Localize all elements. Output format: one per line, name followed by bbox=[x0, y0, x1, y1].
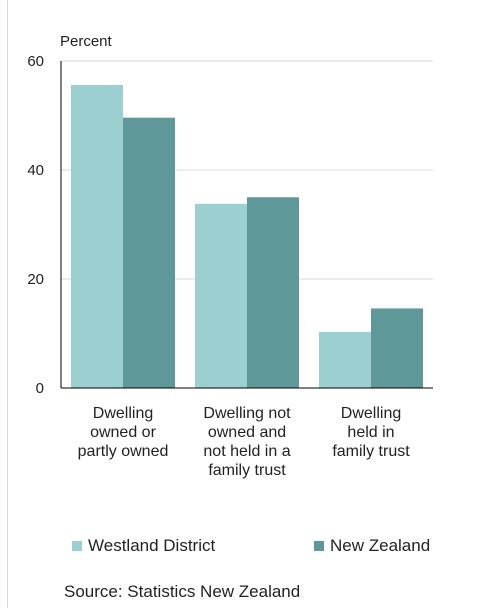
x-category-label: family trust bbox=[332, 443, 410, 460]
x-category-label: Dwelling bbox=[93, 405, 153, 422]
y-tick-labels: 0 20 40 60 bbox=[27, 53, 44, 397]
bars bbox=[71, 84, 423, 389]
legend-item-new-zealand: New Zealand bbox=[314, 536, 430, 556]
x-category-label: family trust bbox=[208, 462, 286, 479]
y-tick-label: 60 bbox=[27, 53, 44, 70]
legend-item-westland: Westland District bbox=[72, 536, 215, 556]
x-category-label: partly owned bbox=[78, 443, 169, 460]
bar-new-zealand bbox=[371, 308, 423, 388]
legend: Westland District New Zealand bbox=[72, 536, 492, 558]
x-category-label: held in bbox=[347, 424, 394, 441]
bar-westland bbox=[319, 331, 371, 388]
x-category-label: Dwelling not bbox=[203, 405, 291, 422]
x-category-label: Dwelling bbox=[341, 405, 401, 422]
bar-westland bbox=[195, 203, 247, 388]
y-tick-label: 40 bbox=[27, 162, 44, 179]
bar-new-zealand bbox=[123, 117, 175, 389]
x-category-label: owned and bbox=[208, 424, 286, 441]
y-axis-unit-label: Percent bbox=[60, 33, 113, 50]
category-labels: Dwelling owned or partly owned Dwelling not… bbox=[78, 405, 411, 479]
y-tick-label: 0 bbox=[36, 380, 44, 397]
frame-border bbox=[7, 0, 8, 608]
y-tick-label: 20 bbox=[27, 271, 44, 288]
legend-label: New Zealand bbox=[330, 536, 431, 555]
source-note: Source: Statistics New Zealand bbox=[64, 582, 301, 601]
bar-new-zealand bbox=[247, 197, 299, 388]
axes bbox=[60, 61, 433, 389]
legend-swatch bbox=[314, 541, 324, 551]
x-category-label: owned or bbox=[90, 424, 156, 441]
bar-westland bbox=[71, 84, 123, 388]
x-category-label: not held in a bbox=[203, 443, 290, 460]
legend-label: Westland District bbox=[88, 536, 216, 555]
legend-swatch bbox=[72, 541, 82, 551]
